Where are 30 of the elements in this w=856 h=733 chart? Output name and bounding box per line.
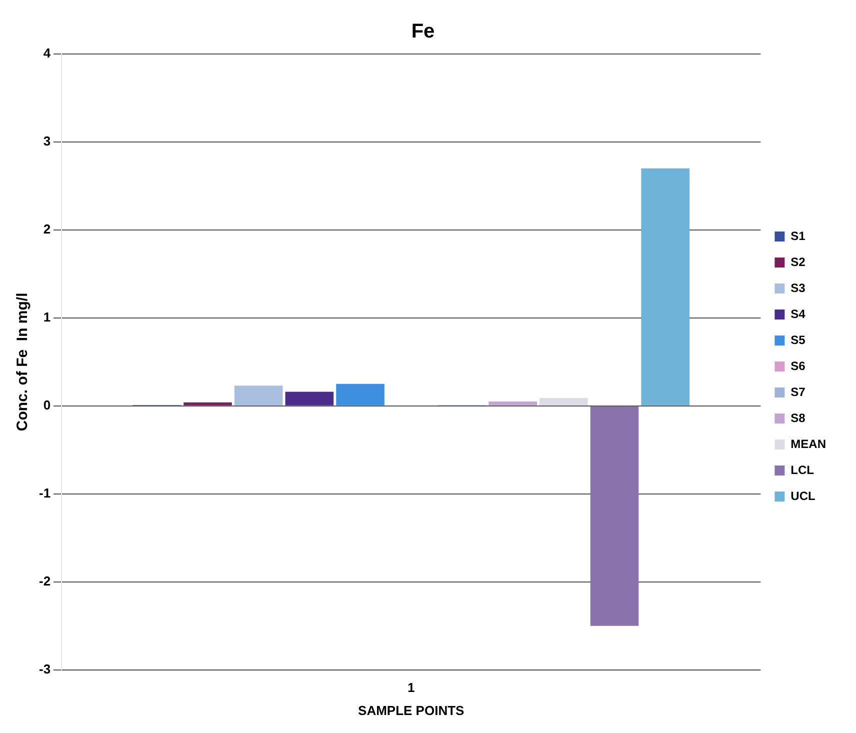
legend-label: S1 — [790, 228, 806, 243]
y-tick-label: -2 — [38, 573, 51, 588]
y-tick-label: 2 — [43, 222, 51, 237]
y-tick-label: -1 — [38, 485, 51, 500]
y-tick-label: 3 — [43, 134, 51, 149]
y-tick-label: -3 — [38, 661, 51, 676]
legend-label: S4 — [790, 306, 806, 321]
bar — [641, 168, 690, 406]
legend-label: LCL — [790, 462, 814, 477]
bar — [285, 392, 334, 406]
legend-label: S6 — [790, 358, 806, 373]
y-tick-label: 4 — [43, 46, 52, 61]
chart-title: Fe — [411, 20, 435, 43]
bar — [488, 401, 537, 406]
legend-label: S5 — [790, 332, 806, 347]
bar — [539, 398, 588, 406]
legend-label: MEAN — [790, 436, 826, 451]
bar — [234, 386, 283, 406]
y-tick-label: 0 — [43, 397, 51, 412]
legend-label: S8 — [790, 410, 806, 425]
legend-label: S2 — [790, 254, 806, 269]
legend-label: UCL — [790, 488, 816, 503]
bar — [184, 402, 232, 406]
bar — [590, 406, 639, 626]
bar — [336, 384, 384, 406]
legend-label: S3 — [790, 280, 806, 295]
x-axis-title: SAMPLE POINTS — [358, 702, 465, 718]
y-axis-title: Conc. of Fe In mg/l — [14, 292, 32, 432]
y-tick-label: 1 — [43, 309, 51, 324]
legend-label: S7 — [790, 384, 806, 399]
